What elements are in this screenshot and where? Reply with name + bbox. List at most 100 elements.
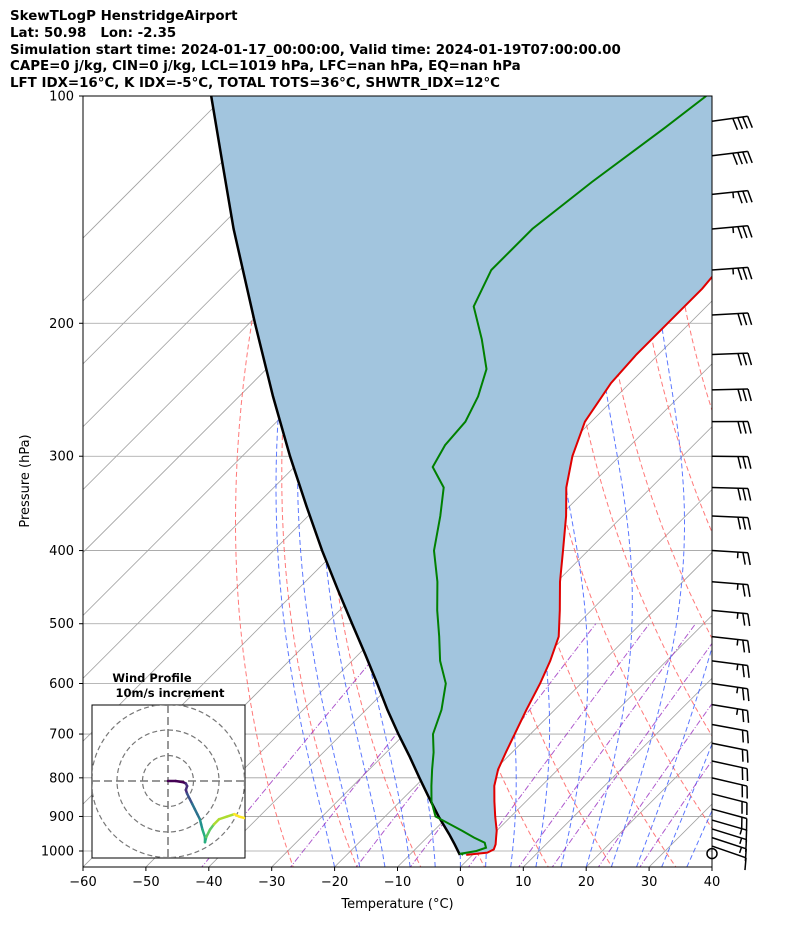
barb-feather	[747, 388, 752, 402]
mixing-ratio-0.1	[201, 623, 403, 867]
barb-feather	[747, 456, 752, 469]
barb-feather	[742, 584, 746, 597]
wind-barb	[711, 455, 752, 469]
wind-barb	[711, 486, 752, 501]
barb-staff	[711, 793, 748, 804]
y-tick-label: 700	[49, 728, 74, 743]
barb-staff	[711, 836, 747, 850]
barb-feather	[737, 488, 742, 501]
y-tick-label: 400	[49, 544, 74, 559]
chart-title-indices: LFT IDX=16°C, K IDX=-5°C, TOTAL TOTS=36°…	[10, 76, 500, 92]
x-tick-label: 0	[456, 875, 464, 890]
barb-feather	[746, 688, 750, 702]
wind-barb	[711, 224, 753, 239]
x-tick-label: 20	[578, 875, 595, 890]
x-tick-label: 30	[641, 875, 658, 890]
barb-feather	[732, 152, 738, 166]
barb-feather	[747, 225, 753, 238]
wind-barb	[711, 581, 751, 597]
x-tick-label: −10	[384, 875, 411, 890]
barb-feather	[737, 313, 743, 326]
barb-feather	[737, 226, 743, 239]
barb-staff	[711, 723, 748, 732]
barb-half-feather	[739, 837, 743, 845]
wind-barb	[711, 635, 751, 654]
moist-adiabat--12	[319, 96, 386, 867]
hodograph-segment	[174, 779, 185, 784]
barb-staff	[711, 549, 748, 554]
chart-title-cape: CAPE=0 j/kg, CIN=0 j/kg, LCL=1019 hPa, L…	[10, 59, 521, 75]
x-tick-label: −60	[69, 875, 96, 890]
barb-feather	[741, 664, 745, 678]
wind-barb	[711, 819, 748, 843]
barb-half-feather	[736, 612, 739, 619]
wind-barb	[711, 266, 753, 281]
wind-barb	[711, 150, 753, 166]
hodograph-segment	[205, 828, 212, 839]
barb-feather	[742, 225, 748, 239]
barb-feather	[737, 456, 742, 469]
barb-staff	[711, 486, 749, 490]
barb-feather	[747, 517, 752, 530]
wind-barb	[711, 189, 753, 204]
barb-half-feather	[732, 192, 735, 199]
barb-feather	[747, 584, 751, 597]
barb-staff	[711, 742, 748, 752]
temperature-profile-line	[466, 275, 712, 856]
dry-adiabat-110	[760, 79, 794, 870]
dry-adiabat-60	[596, 96, 712, 640]
wind-barb	[711, 760, 749, 782]
barb-feather	[747, 267, 753, 280]
moist-adiabat-40	[711, 865, 712, 867]
barb-staff	[711, 682, 748, 690]
barb-feather	[742, 639, 746, 653]
y-tick-label: 900	[49, 810, 74, 825]
barb-feather	[742, 116, 749, 129]
barb-staff	[711, 609, 748, 615]
barb-feather	[747, 488, 752, 501]
barb-staff	[711, 312, 748, 316]
barb-feather	[742, 552, 746, 565]
hodograph-segment	[217, 815, 228, 821]
barb-feather	[746, 750, 749, 763]
barb-feather	[742, 456, 747, 469]
wind-barb	[711, 703, 750, 723]
plot-area	[83, 79, 794, 870]
isotherm--150	[83, 96, 289, 302]
barb-feather	[737, 117, 744, 130]
barb-feather	[747, 312, 753, 326]
hodograph-segment	[238, 815, 245, 820]
barb-feather	[737, 152, 743, 165]
barb-half-feather	[738, 846, 743, 854]
barb-feather	[737, 389, 742, 402]
wind-barb	[711, 420, 752, 434]
cin-shaded-area	[211, 96, 712, 855]
dewpoint-profile-line	[430, 96, 707, 856]
x-tick-label: −30	[258, 875, 285, 890]
barb-feather	[732, 118, 739, 131]
y-tick-label: 1000	[41, 845, 74, 860]
x-axis-label: Temperature (°C)	[340, 897, 453, 912]
wind-barbs	[706, 115, 753, 871]
y-tick-label: 800	[49, 771, 74, 786]
wind-barb	[711, 312, 753, 326]
barb-feather	[737, 421, 742, 434]
barb-half-feather	[732, 227, 735, 234]
dry-adiabat--30	[235, 96, 307, 867]
barb-feather	[742, 613, 746, 626]
moist-adiabat-36	[686, 809, 712, 867]
barb-staff	[711, 845, 747, 859]
hodograph-segment	[225, 812, 236, 818]
barb-feather	[742, 151, 748, 164]
barb-feather	[746, 710, 750, 723]
wind-profile-inset: Wind Profile 10m/s increment	[91, 671, 246, 859]
isotherm--40	[208, 363, 712, 867]
wind-barb	[711, 388, 752, 402]
wind-barb	[711, 115, 753, 131]
y-tick-label: 200	[49, 317, 74, 332]
wind-barb	[711, 723, 749, 744]
x-tick-label: −20	[321, 875, 348, 890]
moist-adiabat-20	[585, 96, 633, 867]
hodograph-segment	[201, 828, 207, 839]
